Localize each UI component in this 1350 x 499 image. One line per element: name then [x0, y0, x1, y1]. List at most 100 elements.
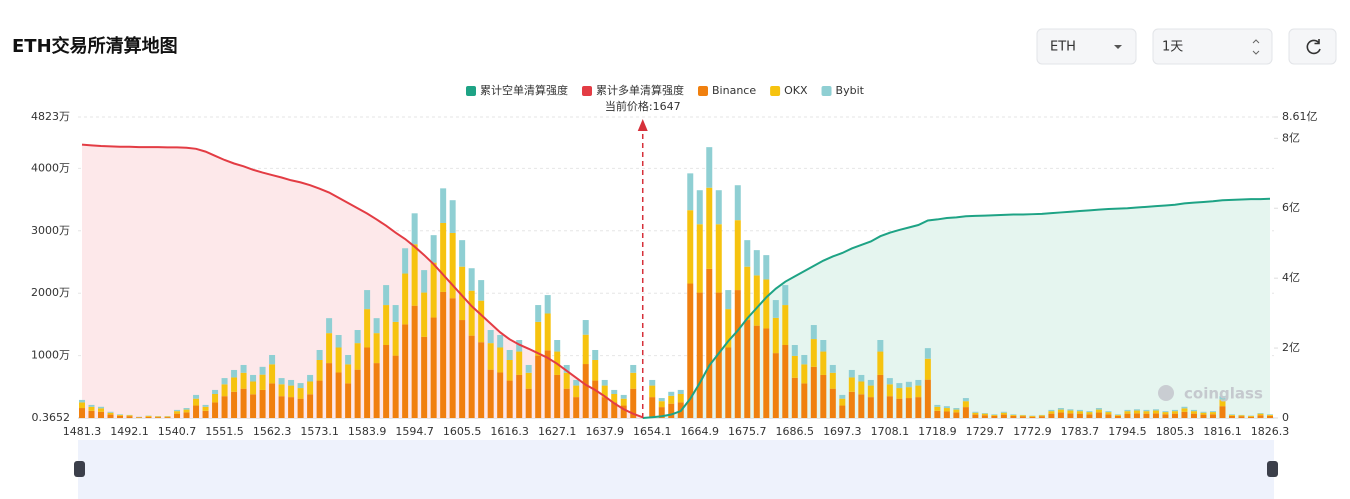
bar: [1000, 412, 1007, 415]
button-box[interactable]: [1288, 28, 1337, 65]
bar: [858, 394, 865, 418]
bar: [1200, 412, 1207, 415]
legend-item[interactable]: 累计多单清算强度: [582, 83, 684, 97]
bar: [364, 309, 371, 348]
bar: [326, 333, 333, 364]
bar: [962, 398, 969, 402]
legend-item[interactable]: Bybit: [821, 84, 865, 97]
bar: [934, 404, 941, 407]
bar: [563, 372, 570, 389]
bar: [658, 401, 665, 408]
refresh-button[interactable]: [1288, 28, 1337, 65]
bar: [829, 388, 836, 418]
legend-item[interactable]: OKX: [770, 84, 808, 97]
bar: [79, 399, 85, 403]
bar: [1209, 414, 1216, 418]
bar: [810, 339, 817, 367]
bar: [829, 364, 836, 373]
bar: [915, 385, 922, 398]
bar: [753, 325, 760, 418]
bar: [1267, 414, 1273, 415]
bar: [326, 363, 333, 418]
bar: [877, 340, 884, 352]
x-tick-label: 1573.1: [300, 425, 339, 438]
bar: [915, 379, 922, 386]
watermark-icon: [1158, 385, 1174, 401]
bar: [421, 292, 428, 337]
bar: [924, 348, 931, 359]
bar: [79, 402, 85, 409]
bar: [858, 374, 865, 382]
bar: [459, 266, 466, 321]
bar: [1029, 416, 1036, 418]
select-box[interactable]: [1036, 28, 1137, 65]
bar: [943, 408, 950, 412]
select-box[interactable]: [1152, 28, 1273, 65]
bar: [582, 320, 589, 335]
bar: [88, 406, 95, 411]
bar: [1133, 409, 1140, 411]
bar: [1000, 411, 1007, 413]
bar: [905, 381, 912, 388]
line: [81, 143, 644, 419]
period-select[interactable]: 1天: [1152, 28, 1273, 65]
coin-select[interactable]: ETH: [1036, 28, 1137, 65]
bar: [677, 389, 684, 394]
bar: [1076, 409, 1083, 412]
bar: [706, 147, 713, 188]
bar: [1181, 411, 1188, 418]
x-tick-label: 1718.9: [918, 425, 957, 438]
bar: [962, 407, 969, 418]
bar: [839, 394, 846, 399]
bar: [1162, 414, 1169, 418]
bar: [440, 188, 447, 223]
bar: [155, 416, 162, 418]
bar: [582, 364, 589, 418]
select-value: 1天: [1162, 40, 1183, 55]
x-tick-label: 1794.5: [1108, 425, 1147, 438]
bar: [126, 415, 133, 417]
bar: [487, 369, 494, 418]
caret: [1252, 39, 1260, 55]
legend-item[interactable]: Binance: [698, 84, 756, 97]
bar: [839, 405, 846, 418]
bar: [563, 364, 570, 373]
bar: [867, 385, 874, 398]
bar: [297, 383, 304, 389]
bar: [1143, 409, 1150, 412]
select-value: ETH: [1050, 40, 1076, 55]
bar: [1048, 409, 1055, 412]
bar: [772, 300, 779, 318]
bar: [117, 414, 124, 416]
bar: [449, 200, 456, 233]
bar: [345, 354, 352, 365]
bar: [1267, 414, 1273, 416]
y2-tick-label: 6亿: [1282, 201, 1300, 214]
bar: [592, 359, 599, 381]
bar: [943, 411, 950, 418]
bar: [193, 398, 200, 406]
bar: [991, 415, 998, 418]
bar: [991, 414, 998, 416]
bar: [316, 359, 323, 381]
bar: [345, 364, 352, 384]
bar: [1181, 408, 1188, 412]
bar: [497, 372, 504, 418]
bar: [183, 408, 190, 410]
bar: [269, 383, 276, 418]
bar: [544, 295, 551, 314]
bar: [934, 410, 941, 418]
bar: [440, 291, 447, 418]
bar: [1086, 411, 1093, 413]
bar: [240, 364, 247, 373]
legend-item[interactable]: 累计空单清算强度: [466, 83, 568, 97]
bar: [392, 305, 399, 322]
bar: [620, 405, 627, 418]
slider-handle[interactable]: [1267, 461, 1278, 477]
slider-handle[interactable]: [74, 461, 85, 477]
bar: [164, 416, 171, 418]
bar: [763, 279, 770, 329]
bar: [658, 398, 665, 402]
bar: [696, 190, 703, 225]
zoom-slider[interactable]: [78, 440, 1274, 499]
